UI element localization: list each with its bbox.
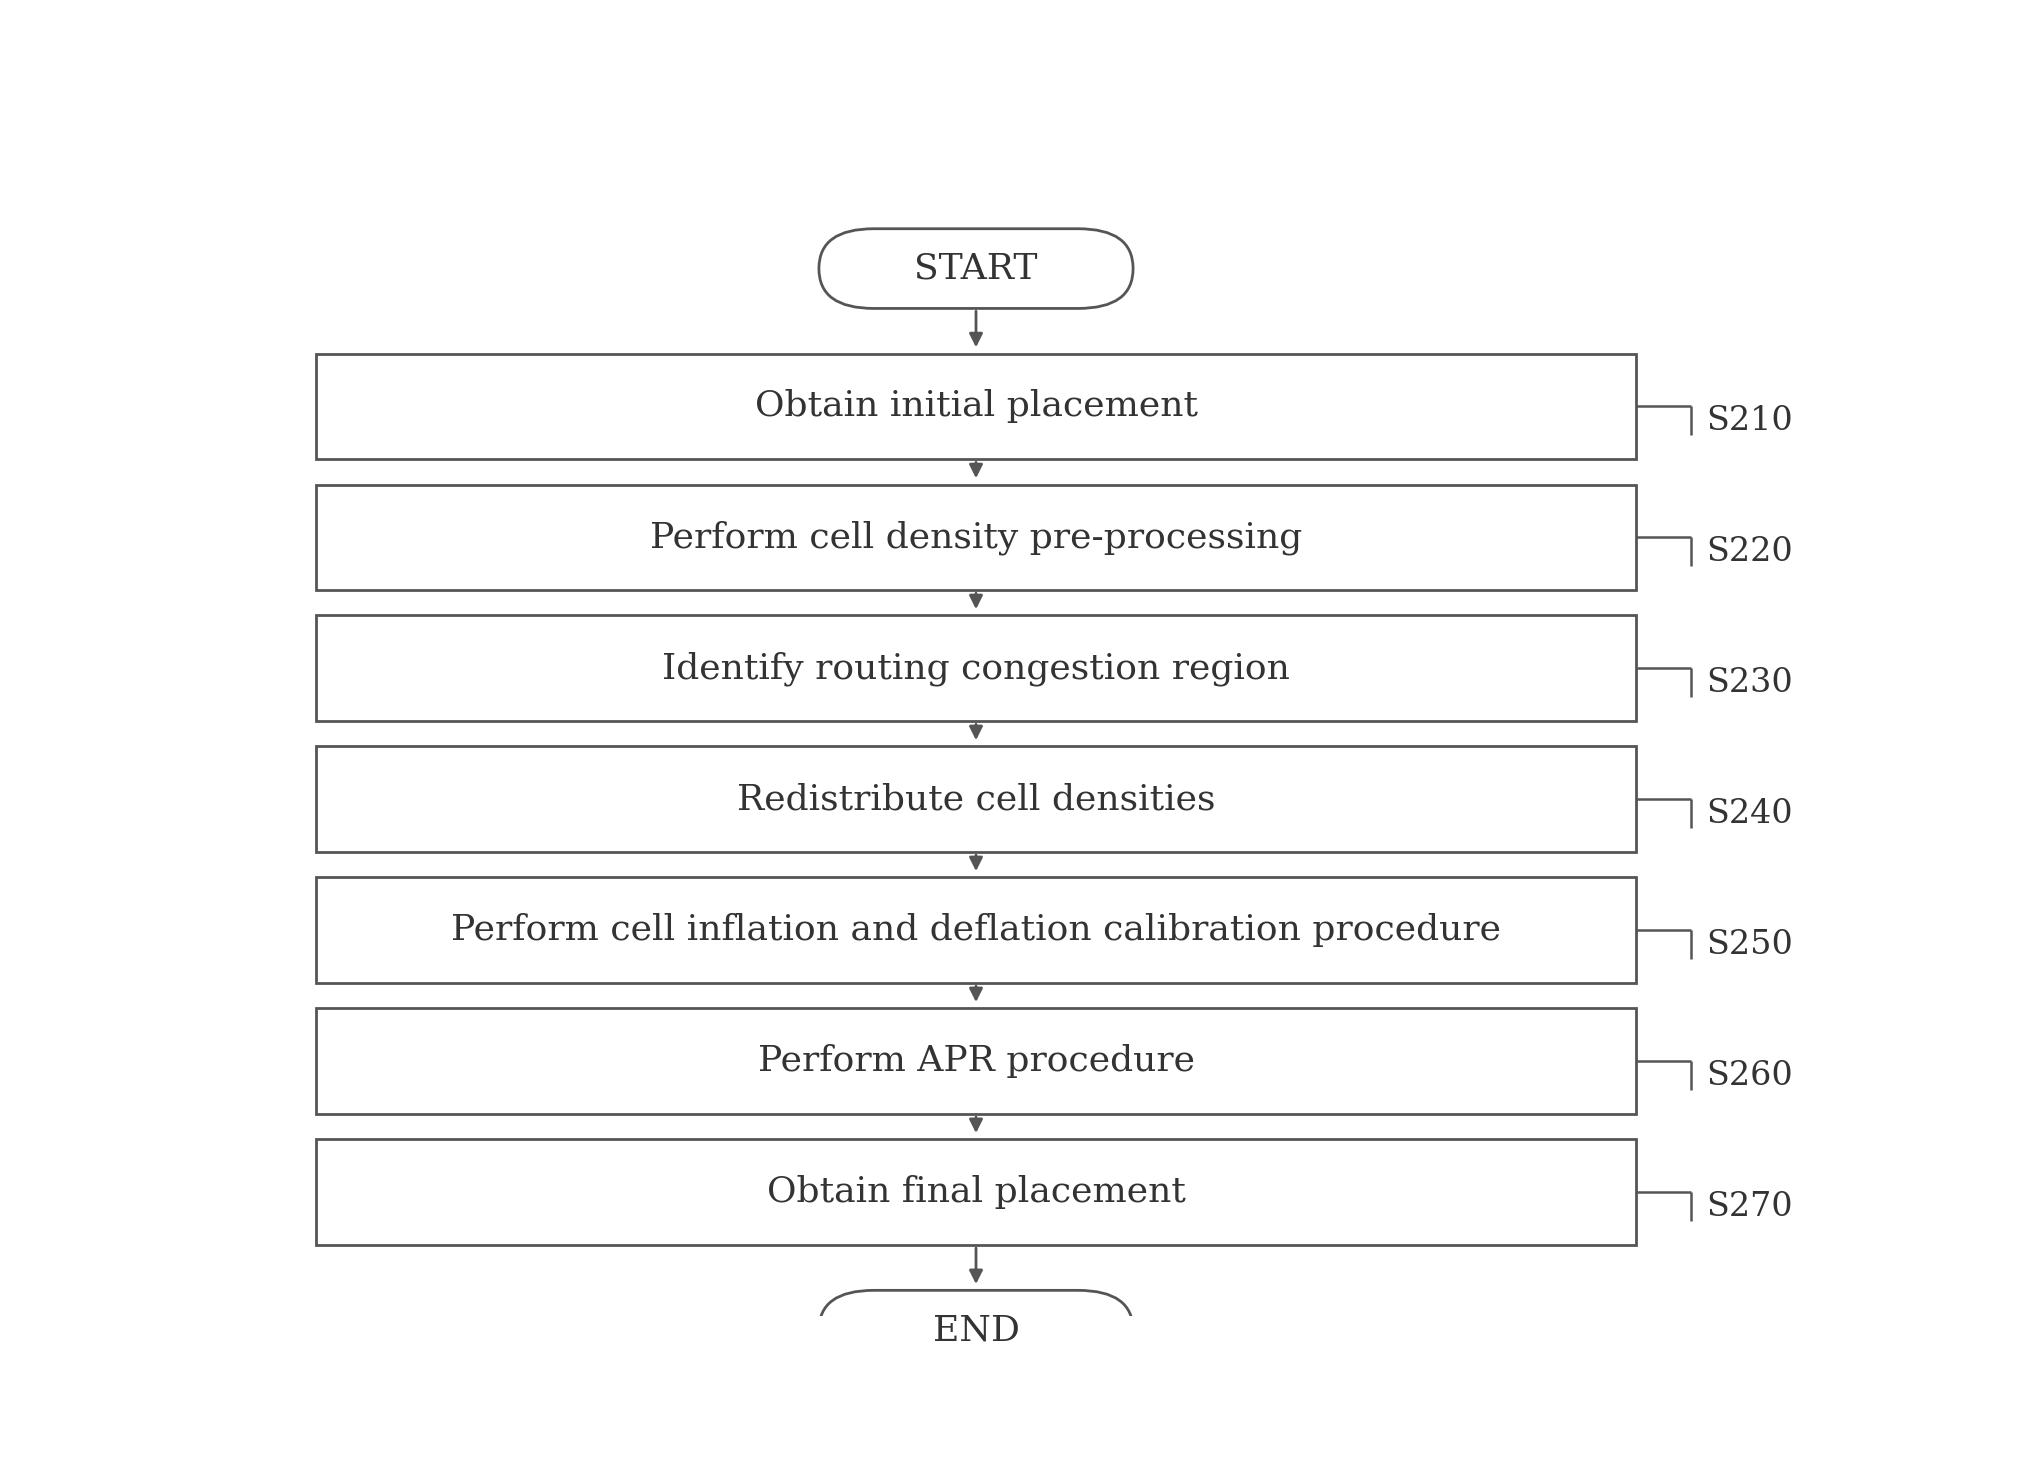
Text: Perform cell inflation and deflation calibration procedure: Perform cell inflation and deflation cal… bbox=[450, 914, 1502, 948]
FancyBboxPatch shape bbox=[316, 353, 1636, 460]
Text: S250: S250 bbox=[1707, 929, 1794, 960]
FancyBboxPatch shape bbox=[316, 485, 1636, 590]
Text: S210: S210 bbox=[1707, 405, 1794, 436]
FancyBboxPatch shape bbox=[316, 615, 1636, 722]
FancyBboxPatch shape bbox=[819, 1290, 1133, 1370]
Text: START: START bbox=[914, 251, 1038, 285]
Text: Perform cell density pre-processing: Perform cell density pre-processing bbox=[651, 521, 1301, 555]
FancyBboxPatch shape bbox=[316, 877, 1636, 984]
Text: Obtain initial placement: Obtain initial placement bbox=[754, 389, 1198, 423]
Text: Redistribute cell densities: Redistribute cell densities bbox=[736, 782, 1216, 816]
Text: S240: S240 bbox=[1707, 797, 1794, 830]
Text: Obtain final placement: Obtain final placement bbox=[766, 1176, 1186, 1210]
Text: S270: S270 bbox=[1707, 1191, 1794, 1223]
Text: Identify routing congestion region: Identify routing congestion region bbox=[663, 651, 1289, 686]
FancyBboxPatch shape bbox=[316, 1009, 1636, 1114]
FancyBboxPatch shape bbox=[316, 747, 1636, 852]
FancyBboxPatch shape bbox=[819, 229, 1133, 309]
Text: Perform APR procedure: Perform APR procedure bbox=[758, 1044, 1194, 1078]
Text: S220: S220 bbox=[1707, 535, 1794, 568]
Text: END: END bbox=[932, 1313, 1020, 1347]
FancyBboxPatch shape bbox=[316, 1139, 1636, 1245]
Text: S230: S230 bbox=[1707, 667, 1794, 698]
Text: S260: S260 bbox=[1707, 1059, 1794, 1092]
